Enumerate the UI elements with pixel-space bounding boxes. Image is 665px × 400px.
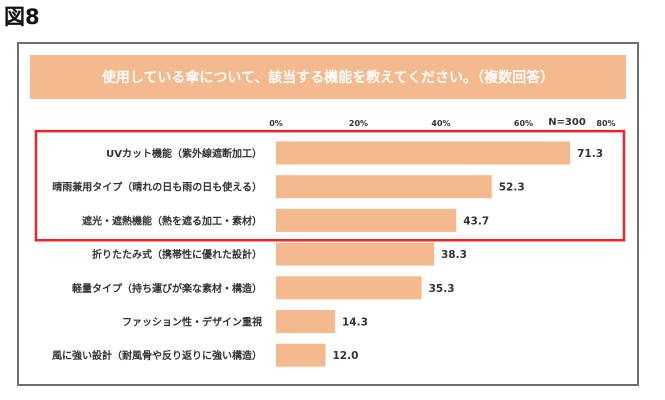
sample-size-label: N=300	[548, 117, 586, 128]
bar	[276, 343, 326, 367]
chart-frame: 使用している傘について、該当する機能を教えてください。（複数回答） 0% 20% 4…	[17, 42, 639, 386]
category-label: ファッション性・デザイン重視	[122, 316, 262, 329]
x-tick-label: 40%	[431, 119, 450, 128]
bar	[276, 208, 457, 232]
chart-title: 使用している傘について、該当する機能を教えてください。（複数回答）	[30, 55, 626, 99]
value-label: 12.0	[333, 350, 359, 362]
category-label: 晴雨兼用タイプ（晴れの日も雨の日も使える）	[52, 181, 262, 194]
value-label: 38.3	[441, 249, 467, 261]
category-label: 風に強い設計（耐風骨や反り返りに強い構造）	[52, 349, 262, 362]
bar	[276, 242, 434, 266]
value-label: 52.3	[499, 182, 525, 194]
highlight-box	[34, 129, 626, 242]
category-label: 軽量タイプ（持ち運びが楽な素材・構造）	[72, 282, 262, 295]
bar	[276, 276, 422, 300]
x-tick-label: 0%	[269, 119, 283, 128]
x-tick-label: 60%	[514, 119, 533, 128]
category-label: 折りたたみ式（携帯性に優れた設計）	[92, 248, 262, 261]
category-label: 遮光・遮熱機能（熱を遮る加工・素材）	[82, 214, 262, 227]
figure-label: 図8	[4, 5, 40, 29]
value-label: 43.7	[463, 215, 489, 227]
value-label: 71.3	[577, 148, 603, 160]
x-tick-label: 20%	[349, 119, 368, 128]
bar-chart: 0% 20% 40% 60% 80% N=300 UVカット機能（紫外線遮断加工） 71.3 晴…	[34, 117, 626, 367]
bar	[276, 141, 571, 165]
category-label: UVカット機能（紫外線遮断加工）	[106, 147, 262, 160]
x-tick-label: 80%	[596, 119, 615, 128]
bar	[276, 310, 335, 333]
bar	[276, 175, 492, 199]
value-label: 14.3	[342, 317, 368, 329]
value-label: 35.3	[429, 283, 455, 295]
